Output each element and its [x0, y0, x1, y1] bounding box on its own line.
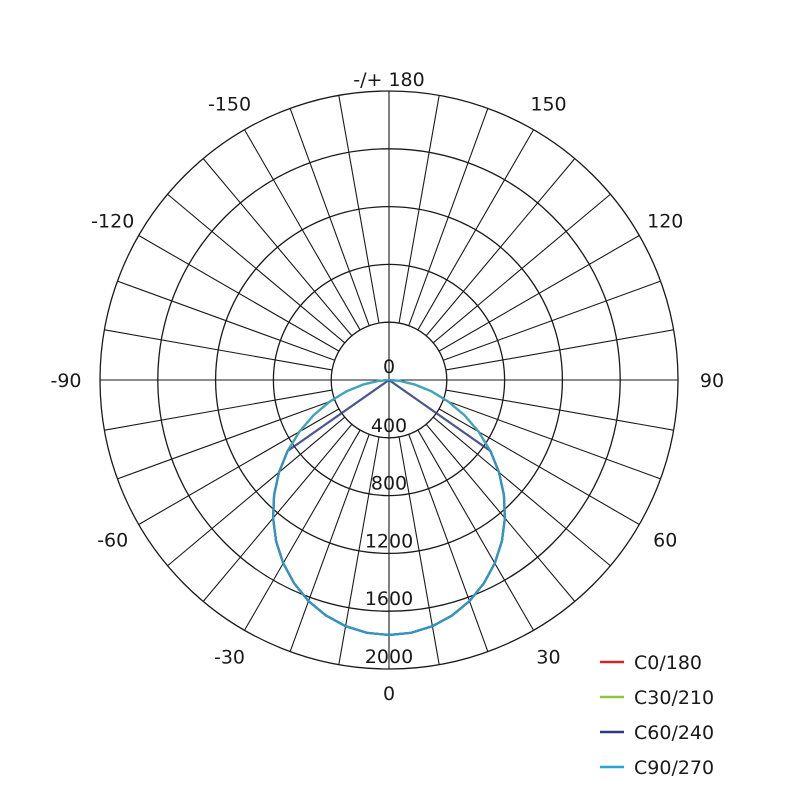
- grid-spoke: [398, 95, 440, 324]
- radial-tick-label: 0: [383, 356, 395, 378]
- radial-tick-label: 1200: [365, 530, 413, 552]
- radial-tick-labels: 0 400 800 1200 1600 2000: [365, 356, 413, 668]
- angle-label: 120: [647, 211, 683, 233]
- grid-spoke: [408, 434, 489, 652]
- grid-spoke: [117, 280, 335, 361]
- grid-spoke: [138, 235, 340, 352]
- grid-spoke: [443, 399, 661, 480]
- grid-spoke: [438, 408, 640, 525]
- grid-spoke: [244, 429, 361, 631]
- grid-spoke: [338, 95, 380, 324]
- legend-label: C30/210: [634, 687, 714, 709]
- grid-spoke: [244, 129, 361, 331]
- radial-tick-label: 1600: [365, 588, 413, 610]
- grid-spoke: [138, 408, 340, 525]
- grid-spoke: [289, 108, 370, 326]
- grid-spoke: [432, 193, 611, 344]
- legend-label: C60/240: [634, 722, 714, 744]
- grid-spoke: [417, 129, 534, 331]
- grid-spoke: [117, 399, 335, 480]
- grid-spoke: [289, 434, 370, 652]
- angle-label: 30: [536, 646, 560, 668]
- angle-label: -60: [97, 530, 128, 552]
- angle-label: 150: [530, 94, 566, 116]
- angle-labels: -/+ 180 150 120 90 60 30 0 -30 -60 -90 -120 -150: [50, 69, 724, 705]
- grid-spoke: [445, 389, 674, 431]
- angle-label: 90: [700, 370, 724, 392]
- angle-label: -90: [50, 370, 81, 392]
- grid-spoke: [445, 329, 674, 371]
- radial-tick-label: 800: [371, 473, 407, 495]
- grid-spoke: [104, 329, 333, 371]
- grid-spoke: [417, 429, 534, 631]
- intensity-curves: [271, 378, 507, 637]
- angle-label: -/+ 180: [353, 69, 424, 91]
- grid-spoke: [443, 280, 661, 361]
- angle-label: -120: [91, 211, 134, 233]
- series-curve: [271, 378, 507, 637]
- angle-label: -150: [208, 94, 251, 116]
- grid-spoke: [432, 416, 611, 567]
- legend-label: C90/270: [634, 757, 714, 779]
- angle-label: -30: [214, 646, 245, 668]
- grid-spoke: [438, 235, 640, 352]
- grid-spoke: [425, 423, 576, 602]
- polar-grid: [99, 90, 679, 670]
- grid-spoke: [104, 389, 333, 431]
- radial-tick-label: 400: [371, 415, 407, 437]
- legend-label: C0/180: [634, 652, 702, 674]
- angle-label: 60: [653, 530, 677, 552]
- grid-spoke: [202, 158, 353, 337]
- grid-spoke: [167, 193, 346, 344]
- grid-spoke: [167, 416, 346, 567]
- grid-spoke: [202, 423, 353, 602]
- grid-spoke: [408, 108, 489, 326]
- angle-label: 0: [383, 683, 395, 705]
- grid-spoke: [425, 158, 576, 337]
- radial-tick-label: 2000: [365, 646, 413, 668]
- legend: C0/180 C30/210 C60/240 C90/270: [600, 652, 714, 779]
